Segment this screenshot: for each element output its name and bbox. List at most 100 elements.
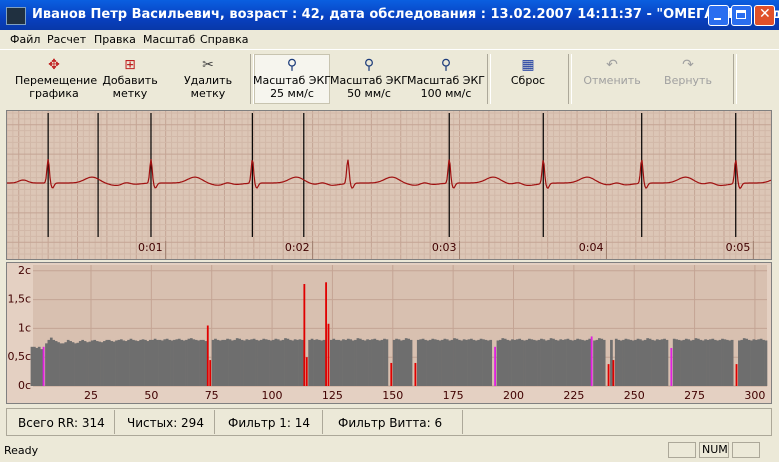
- toolbar-button[interactable]: ↷ Вернуть: [649, 56, 727, 104]
- toolbar-button[interactable]: ⚲ Масштаб ЭКГ 100 мм/с: [407, 56, 485, 104]
- rr-bar: [622, 339, 625, 386]
- rr-bar: [226, 338, 229, 386]
- rr-bar: [279, 340, 283, 386]
- menu-item[interactable]: Правка: [94, 33, 136, 46]
- rr-bar: [139, 339, 142, 386]
- toolbar-button[interactable]: ⊞ Добавить метку: [91, 56, 169, 104]
- rr-bar: [486, 340, 490, 386]
- rr-bar: [322, 339, 326, 386]
- rr-bar: [206, 325, 209, 386]
- rr-bar: [530, 339, 534, 386]
- rr-bar: [264, 339, 268, 386]
- rr-bar: [419, 339, 423, 386]
- rr-bar: [689, 340, 693, 386]
- rr-bar: [33, 346, 36, 386]
- rr-bar: [740, 339, 744, 386]
- x-tick-label: 300: [744, 389, 765, 402]
- maximize-button[interactable]: [731, 5, 752, 26]
- rr-bar: [665, 339, 669, 386]
- rr-bar: [745, 338, 748, 386]
- rr-bar: [192, 339, 196, 386]
- rr-bar: [148, 339, 152, 386]
- rr-bar: [301, 339, 304, 386]
- rr-bar: [725, 339, 729, 386]
- rr-bar: [503, 338, 507, 386]
- rr-bar: [569, 339, 572, 386]
- x-tick-label: 75: [205, 389, 219, 402]
- rr-bar: [100, 342, 104, 386]
- menu-item[interactable]: Масштаб: [143, 33, 196, 46]
- rr-bar: [677, 339, 681, 386]
- rr-bar: [704, 339, 707, 386]
- close-button[interactable]: ✕: [754, 5, 775, 26]
- rr-bar: [151, 339, 155, 386]
- rr-bar: [527, 338, 531, 386]
- minimize-button[interactable]: [708, 5, 729, 26]
- menu-item[interactable]: Файл: [10, 33, 41, 46]
- rr-bar: [257, 340, 261, 386]
- rr-bar: [182, 340, 186, 386]
- rr-bar: [296, 339, 299, 386]
- rr-bar: [54, 341, 58, 386]
- rr-bar: [356, 338, 360, 386]
- toolbar-button[interactable]: ✥ Перемещение графика: [15, 56, 97, 104]
- rr-bar: [583, 340, 587, 386]
- rr-bar: [641, 340, 645, 386]
- rr-bar: [180, 339, 184, 386]
- toolbar-icon: ⚲: [363, 57, 375, 73]
- rr-bar: [735, 364, 738, 386]
- rr-bar: [424, 339, 427, 386]
- rr-bar: [371, 339, 374, 386]
- x-tick-label: 125: [322, 389, 343, 402]
- toolbar-button[interactable]: ⚲ Масштаб ЭКГ 25 мм/с: [253, 56, 331, 104]
- rr-bar: [404, 338, 408, 386]
- toolbar-button[interactable]: ✂ Удалить метку: [169, 56, 247, 104]
- rr-bar: [709, 339, 712, 386]
- rr-bar: [354, 339, 357, 386]
- rr-bar: [233, 339, 237, 386]
- rr-bar: [395, 338, 398, 386]
- rr-bar: [52, 339, 56, 386]
- stat-field: Всего RR: 314: [18, 416, 105, 430]
- rr-bar: [90, 340, 94, 386]
- x-tick-label: 0:02: [285, 241, 310, 254]
- rr-bar: [520, 339, 524, 386]
- rr-bar: [750, 340, 753, 386]
- menu-item[interactable]: Справка: [200, 33, 249, 46]
- rr-bar: [134, 340, 138, 386]
- rr-bar: [173, 339, 176, 386]
- rr-bar: [525, 339, 529, 386]
- pressed-button-bg: [254, 54, 330, 104]
- rr-bar: [76, 342, 80, 386]
- toolbar-button[interactable]: ▦ Сброс: [489, 56, 567, 104]
- rr-bar: [223, 339, 227, 386]
- rr-bar: [112, 341, 116, 386]
- stat-field: Чистых: 294: [127, 416, 204, 430]
- toolbar-label: Масштаб ЭКГ: [407, 74, 485, 87]
- rr-bar: [496, 340, 500, 386]
- rr-bar: [455, 338, 459, 386]
- rr-bar: [540, 338, 543, 386]
- rr-bar: [513, 339, 517, 386]
- toolbar-button[interactable]: ↶ Отменить: [573, 56, 651, 104]
- rr-bar: [699, 339, 703, 386]
- rr-bar: [262, 338, 266, 386]
- rr-bar: [431, 338, 435, 386]
- rr-bar: [129, 338, 133, 386]
- toolbar-label: 50 мм/с: [347, 87, 391, 100]
- rr-bar: [537, 339, 541, 386]
- rr-bar: [383, 338, 386, 386]
- x-tick-label: 175: [443, 389, 464, 402]
- menu-item[interactable]: Расчет: [47, 33, 87, 46]
- rr-bar: [363, 340, 367, 386]
- rr-bar: [687, 339, 691, 386]
- rr-bar: [303, 284, 306, 386]
- rr-bar: [346, 338, 350, 386]
- toolbar-label: Сброс: [510, 74, 546, 87]
- toolbar-button[interactable]: ⚲ Масштаб ЭКГ 50 мм/с: [330, 56, 408, 104]
- toolbar-label: метку: [190, 87, 226, 100]
- rr-bar: [556, 340, 560, 386]
- rr-bar: [276, 339, 280, 386]
- rr-bar: [663, 338, 666, 386]
